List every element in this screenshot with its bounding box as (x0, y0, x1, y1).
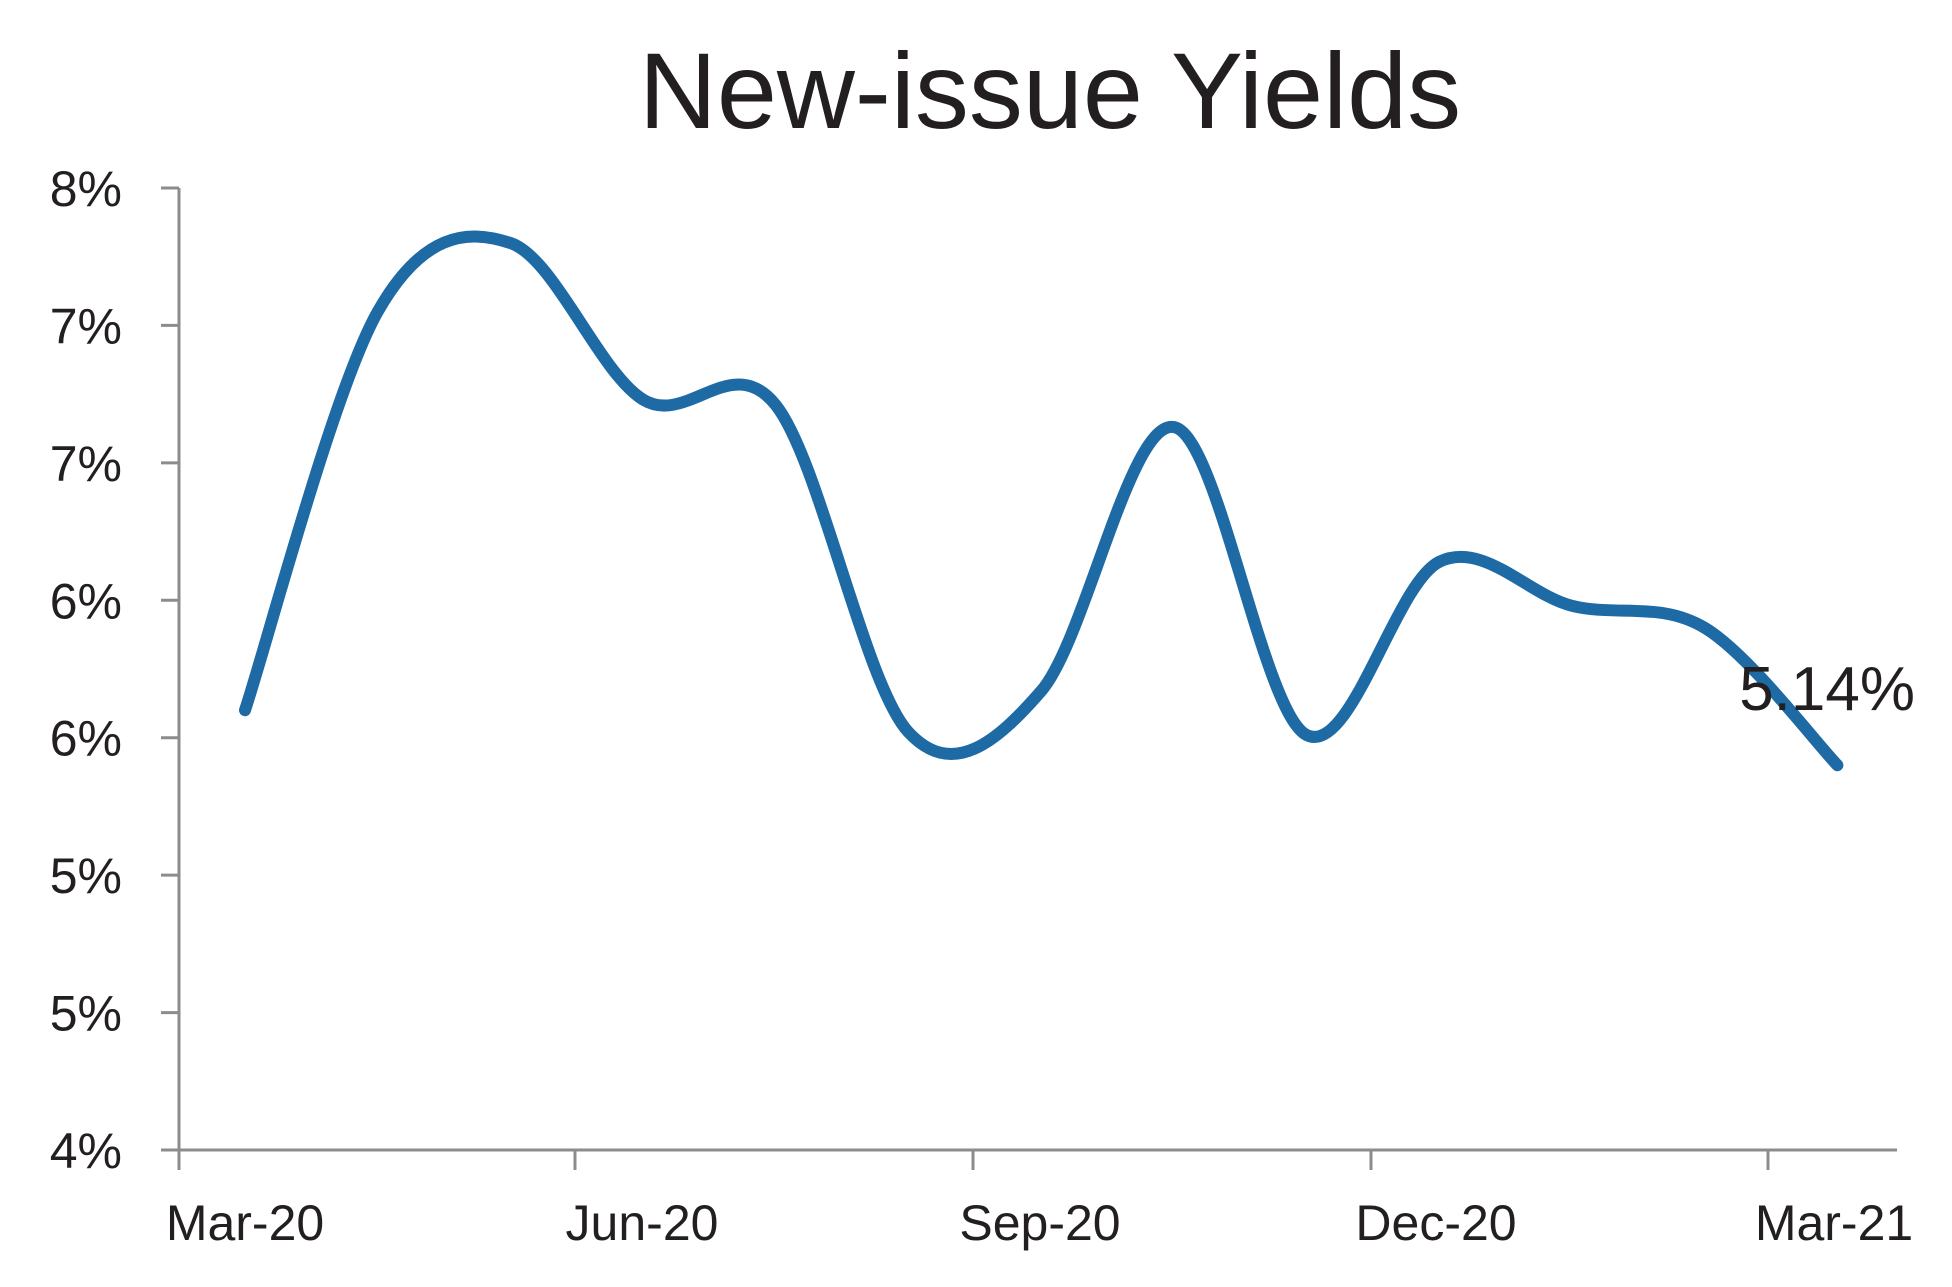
y-tick-label: 8% (50, 161, 122, 217)
data-point (907, 730, 911, 734)
data-point (376, 310, 380, 314)
y-tick-label: 6% (50, 573, 122, 629)
data-point (641, 398, 645, 402)
data-point (1039, 689, 1043, 693)
series-layer (239, 230, 1844, 772)
x-tick-label: Mar-21 (1755, 1195, 1913, 1251)
data-point (243, 708, 247, 712)
annotation-layer: 5.14% (1739, 655, 1915, 724)
y-tick-label: 6% (50, 711, 122, 767)
data-point (508, 241, 512, 245)
data-point (1703, 626, 1707, 630)
data-point (1570, 604, 1574, 608)
x-tick-label: Dec-20 (1355, 1195, 1516, 1251)
x-tick-label: Jun-20 (566, 1195, 719, 1251)
series-line (239, 230, 1844, 772)
y-axis-ticks: 4% 5% 5% 6% 6% 7% 7% 8% (50, 161, 179, 1179)
x-tick-label: Mar-20 (166, 1195, 324, 1251)
x-tick-label: Sep-20 (959, 1195, 1120, 1251)
data-point (1835, 763, 1839, 767)
y-tick-label: 5% (50, 848, 122, 904)
data-label: 5.14% (1739, 655, 1915, 724)
chart-title: New-issue Yields (639, 30, 1461, 151)
y-tick-label: 4% (50, 1123, 122, 1179)
data-point (1305, 733, 1309, 737)
data-point (774, 403, 778, 407)
data-point (1437, 560, 1441, 564)
y-tick-label: 5% (50, 986, 122, 1042)
y-tick-label: 7% (50, 298, 122, 354)
y-tick-label: 7% (50, 436, 122, 492)
x-axis-ticks: Mar-20 Jun-20 Sep-20 Dec-20 Mar-21 (166, 1150, 1913, 1251)
data-point (1172, 425, 1176, 429)
